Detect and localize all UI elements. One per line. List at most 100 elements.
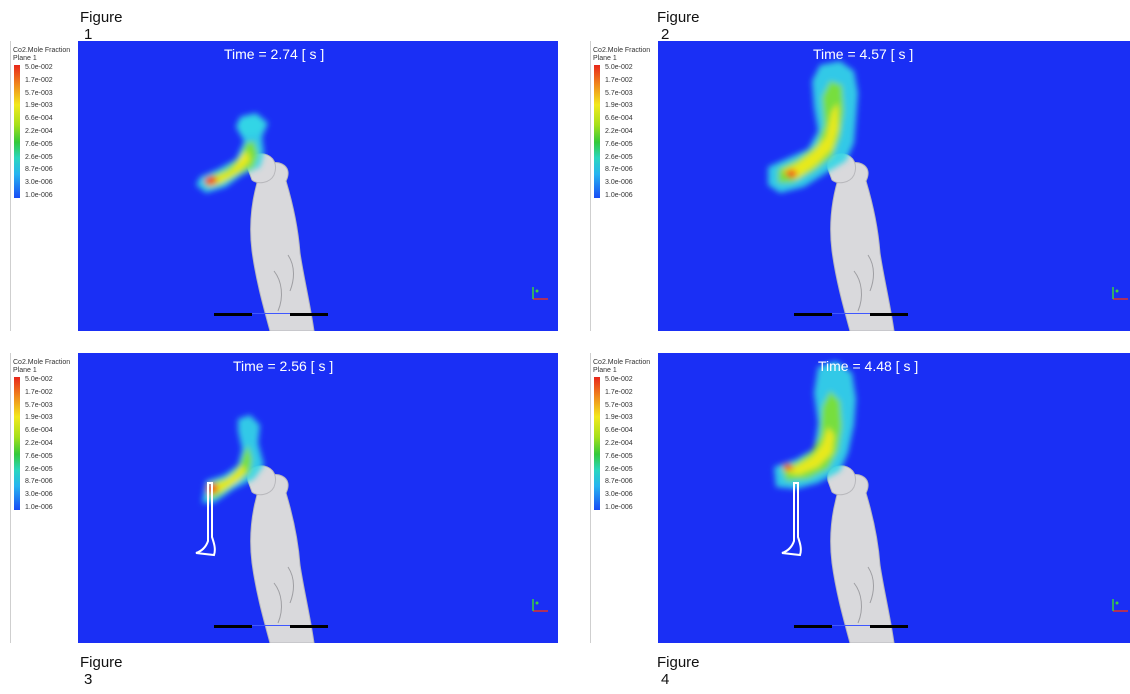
contour-canvas: Time = 4.48 [ s ] bbox=[658, 353, 1130, 643]
scale-bar-segment bbox=[832, 625, 870, 626]
legend-value: 7.6e-005 bbox=[605, 140, 633, 148]
legend-value: 7.6e-005 bbox=[605, 452, 633, 460]
scale-bar-segment bbox=[252, 625, 290, 626]
plume-layer bbox=[782, 391, 842, 481]
plume-layer bbox=[774, 361, 856, 489]
co2-plume-scene bbox=[196, 113, 548, 331]
figure-panel-3: Co2.Mole Fraction Plane 1 5.0e-002 1.7e-0… bbox=[10, 353, 558, 643]
legend-value: 1.9e-003 bbox=[25, 414, 53, 422]
scale-bar-segment bbox=[794, 625, 832, 628]
axis-triad-z bbox=[1115, 601, 1119, 605]
legend-value: 6.6e-004 bbox=[605, 115, 633, 123]
legend-value: 8.7e-006 bbox=[25, 166, 53, 174]
time-label: Time = 4.48 [ s ] bbox=[818, 358, 919, 374]
contour-canvas: Time = 2.56 [ s ] bbox=[78, 353, 558, 643]
legend-value: 3.0e-006 bbox=[605, 491, 633, 499]
legend-value: 3.0e-006 bbox=[605, 179, 633, 187]
legend: Co2.Mole Fraction Plane 1 5.0e-002 1.7e-0… bbox=[10, 41, 79, 331]
body-contour bbox=[853, 270, 862, 312]
body-contour bbox=[867, 566, 874, 604]
legend-value: 2.2e-004 bbox=[605, 439, 633, 447]
legend-color-bar bbox=[14, 65, 20, 198]
device-outline bbox=[195, 482, 216, 557]
body-contour bbox=[273, 270, 282, 312]
legend-value: 1.0e-006 bbox=[605, 191, 633, 199]
figure-panel-1: Co2.Mole Fraction Plane 1 5.0e-002 1.7e-0… bbox=[10, 41, 558, 331]
legend-value: 2.6e-005 bbox=[25, 465, 53, 473]
plume-layer bbox=[782, 463, 794, 471]
legend-value: 1.0e-006 bbox=[25, 191, 53, 199]
legend-value: 6.6e-004 bbox=[25, 115, 53, 123]
body-silhouette bbox=[830, 162, 895, 331]
scale-bar-segment bbox=[252, 313, 290, 314]
legend-value: 7.6e-005 bbox=[25, 452, 53, 460]
legend-value: 2.2e-004 bbox=[25, 127, 53, 135]
legend: Co2.Mole Fraction Plane 1 5.0e-002 1.7e-0… bbox=[590, 353, 659, 643]
body-silhouette bbox=[250, 162, 315, 331]
legend-value: 5.0e-002 bbox=[605, 64, 633, 71]
legend-value: 8.7e-006 bbox=[25, 478, 53, 486]
legend-value: 2.2e-004 bbox=[605, 127, 633, 135]
time-label: Time = 2.56 [ s ] bbox=[233, 358, 334, 374]
body-contour bbox=[273, 582, 282, 624]
caption-figure-4: Figure 4 bbox=[657, 654, 700, 688]
device-outline bbox=[781, 482, 802, 557]
legend-value: 5.7e-003 bbox=[605, 89, 633, 97]
co2-plume bbox=[774, 361, 856, 489]
axis-triad-z bbox=[535, 289, 539, 293]
time-label: Time = 4.57 [ s ] bbox=[813, 46, 914, 62]
co2-plume-scene bbox=[768, 61, 1128, 331]
legend-value: 1.9e-003 bbox=[605, 414, 633, 422]
co2-plume-scene bbox=[195, 415, 548, 643]
legend-value: 1.0e-006 bbox=[605, 503, 633, 511]
body-silhouette bbox=[250, 474, 315, 643]
plume-layer bbox=[778, 81, 844, 183]
legend-value: 5.7e-003 bbox=[25, 401, 53, 409]
legend-value: 1.9e-003 bbox=[25, 102, 53, 110]
legend-value: 6.6e-004 bbox=[25, 427, 53, 435]
scale-bar-segment bbox=[214, 625, 252, 628]
legend-value: 7.6e-005 bbox=[25, 140, 53, 148]
plume-layer bbox=[236, 115, 266, 135]
time-label: Time = 2.74 [ s ] bbox=[224, 46, 325, 62]
scale-bar-segment bbox=[214, 313, 252, 316]
legend-value: 5.0e-002 bbox=[25, 376, 53, 383]
plume-layer bbox=[204, 175, 218, 185]
legend-value: 8.7e-006 bbox=[605, 166, 633, 174]
legend-labels: 5.0e-002 1.7e-002 5.7e-003 1.9e-003 6.6e-004… bbox=[605, 62, 633, 203]
axis-triad-z bbox=[535, 601, 539, 605]
legend-value: 5.7e-003 bbox=[605, 401, 633, 409]
axis-triad-z bbox=[1115, 289, 1119, 293]
legend-color-bar bbox=[14, 377, 20, 510]
contour-canvas: Time = 4.57 [ s ] bbox=[658, 41, 1130, 331]
scale-bar-segment bbox=[290, 313, 328, 316]
legend-labels: 5.0e-002 1.7e-002 5.7e-003 1.9e-003 6.6e-004… bbox=[25, 374, 53, 515]
figure-panel-4: Co2.Mole Fraction Plane 1 5.0e-002 1.7e-0… bbox=[590, 353, 1130, 643]
scale-bar-segment bbox=[290, 625, 328, 628]
legend: Co2.Mole Fraction Plane 1 5.0e-002 1.7e-0… bbox=[590, 41, 659, 331]
co2-plume-scene bbox=[774, 361, 1128, 643]
co2-plume bbox=[768, 61, 858, 193]
body-contour bbox=[853, 582, 862, 624]
legend-value: 5.7e-003 bbox=[25, 89, 53, 97]
legend-title: Co2.Mole Fraction Plane 1 bbox=[13, 47, 71, 62]
body-silhouette bbox=[830, 474, 895, 643]
plume-layer bbox=[784, 169, 798, 179]
plume-layer bbox=[208, 465, 246, 495]
legend-color-bar bbox=[594, 65, 600, 198]
legend-value: 2.2e-004 bbox=[25, 439, 53, 447]
legend-value: 2.6e-005 bbox=[605, 153, 633, 161]
body-contour bbox=[867, 254, 874, 292]
caption-figure-3: Figure 3 bbox=[80, 654, 123, 688]
caption-figure-2: Figure 2 bbox=[657, 9, 700, 43]
figure-panel-2: Co2.Mole Fraction Plane 1 5.0e-002 1.7e-0… bbox=[590, 41, 1130, 331]
plume-layer bbox=[784, 427, 834, 475]
legend-value: 3.0e-006 bbox=[25, 179, 53, 187]
plume-layer bbox=[206, 151, 250, 187]
legend-value: 1.7e-002 bbox=[605, 76, 633, 84]
legend: Co2.Mole Fraction Plane 1 5.0e-002 1.7e-0… bbox=[10, 353, 79, 643]
legend-value: 1.7e-002 bbox=[25, 76, 53, 84]
legend-labels: 5.0e-002 1.7e-002 5.7e-003 1.9e-003 6.6e-004… bbox=[605, 374, 633, 515]
legend-value: 1.0e-006 bbox=[25, 503, 53, 511]
legend-value: 5.0e-002 bbox=[25, 64, 53, 71]
